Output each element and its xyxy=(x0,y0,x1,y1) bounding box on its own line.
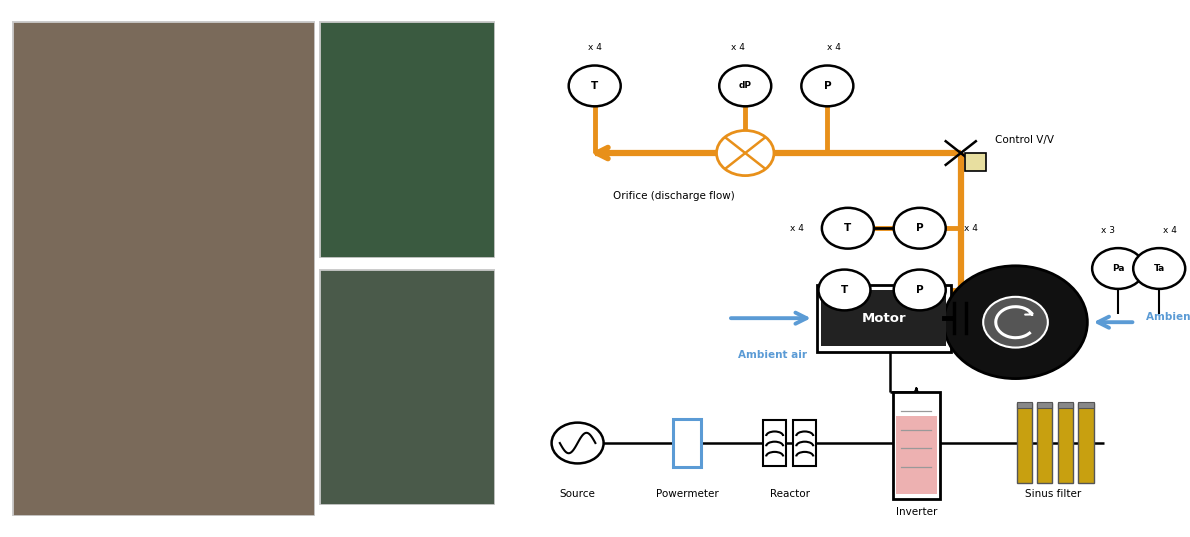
Circle shape xyxy=(719,66,771,106)
Text: P: P xyxy=(916,285,923,295)
Bar xyxy=(1058,402,1073,408)
Text: Powermeter: Powermeter xyxy=(656,489,719,499)
Text: T: T xyxy=(591,81,599,91)
Text: Pa: Pa xyxy=(1111,264,1125,273)
Text: x 4: x 4 xyxy=(964,224,978,233)
Bar xyxy=(965,153,987,171)
Text: Sinus filter: Sinus filter xyxy=(1025,489,1082,499)
Text: Orifice (discharge flow): Orifice (discharge flow) xyxy=(613,191,734,201)
Text: P: P xyxy=(823,81,831,91)
Text: Reactor: Reactor xyxy=(770,489,809,499)
Bar xyxy=(793,420,816,466)
Text: x 4: x 4 xyxy=(1163,226,1177,235)
Bar xyxy=(763,420,787,466)
Text: T: T xyxy=(844,223,852,233)
Circle shape xyxy=(1133,248,1185,289)
Bar xyxy=(896,416,937,494)
Bar xyxy=(1058,403,1073,483)
Bar xyxy=(818,285,951,352)
Circle shape xyxy=(944,266,1088,379)
Text: T: T xyxy=(841,285,848,295)
Bar xyxy=(821,290,946,346)
Bar xyxy=(1038,403,1052,483)
Circle shape xyxy=(819,270,870,310)
Circle shape xyxy=(894,208,946,249)
Text: Source: Source xyxy=(559,489,595,499)
Bar xyxy=(1038,402,1052,408)
Text: Ambient air: Ambient air xyxy=(738,351,807,360)
Text: dP: dP xyxy=(739,82,752,90)
Circle shape xyxy=(552,423,603,463)
Text: x 4: x 4 xyxy=(827,43,841,52)
Text: Inverter: Inverter xyxy=(896,507,937,518)
Circle shape xyxy=(569,66,621,106)
Bar xyxy=(892,392,940,499)
Text: x 4: x 4 xyxy=(588,43,602,52)
Bar xyxy=(1017,402,1032,408)
Circle shape xyxy=(822,208,873,249)
Text: P: P xyxy=(916,223,923,233)
Circle shape xyxy=(716,130,774,176)
Text: Control V/V: Control V/V xyxy=(995,135,1054,144)
Bar xyxy=(1078,403,1094,483)
Bar xyxy=(674,419,701,467)
Circle shape xyxy=(1092,248,1144,289)
Text: x 3: x 3 xyxy=(1101,226,1115,235)
Text: Ambient air: Ambient air xyxy=(1146,312,1190,322)
Bar xyxy=(1017,403,1032,483)
Circle shape xyxy=(894,270,946,310)
Circle shape xyxy=(983,297,1048,347)
Circle shape xyxy=(801,66,853,106)
Text: x 4: x 4 xyxy=(789,224,803,233)
Text: Motor: Motor xyxy=(862,311,906,325)
Bar xyxy=(1078,402,1094,408)
Text: Ta: Ta xyxy=(1153,264,1165,273)
Text: x 4: x 4 xyxy=(732,43,745,52)
